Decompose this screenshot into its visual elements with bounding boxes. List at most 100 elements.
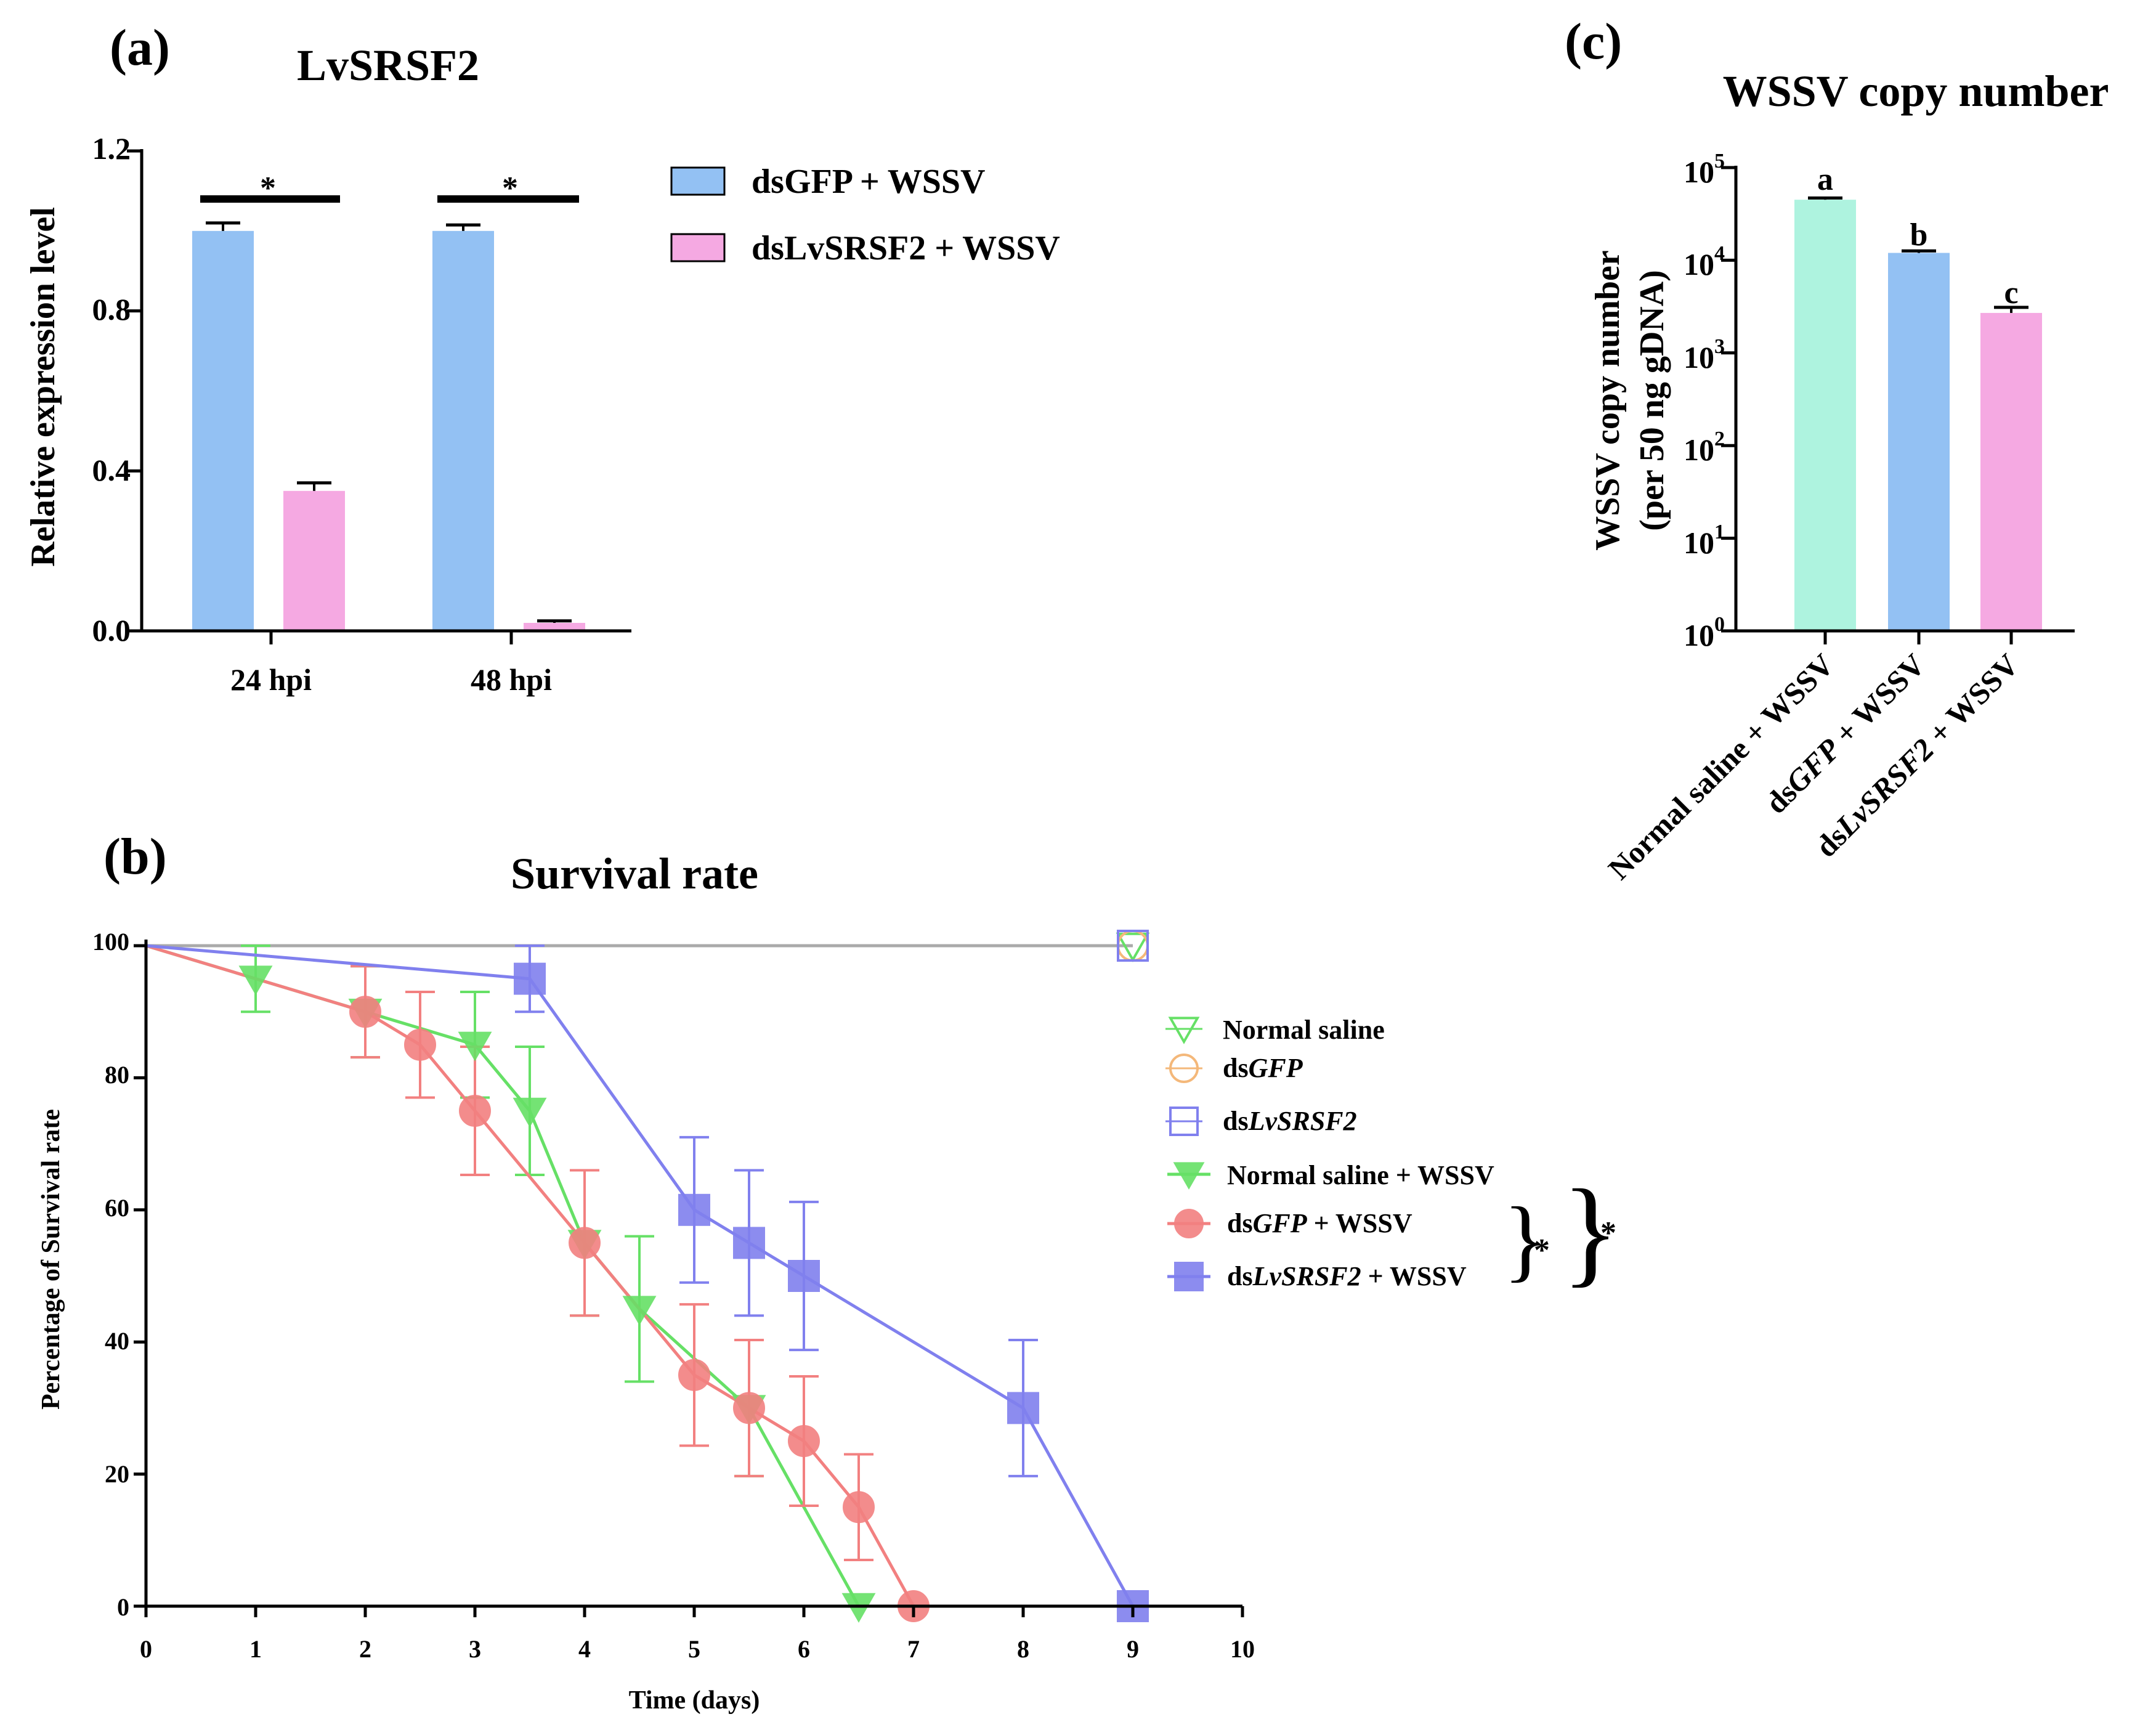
panel-c-bars — [1794, 196, 2042, 631]
panel-c-axes — [1721, 166, 2075, 644]
panel-a-label: (a) — [110, 19, 170, 76]
panel-b-xtick-label: 8 — [1017, 1635, 1029, 1663]
panel-b: (b) Survival rate Percentage of Survival… — [37, 828, 1619, 1715]
series-point — [733, 1392, 765, 1424]
legend-label-normal-saline: Normal saline — [1223, 1015, 1385, 1045]
panel-a-sig-mark: * — [260, 171, 276, 206]
panel-c-ytick-label: 102 — [1684, 428, 1725, 467]
panel-a-bar — [192, 230, 254, 631]
legend-brace-outer-sig: * — [1600, 1216, 1616, 1251]
series-point — [1007, 1392, 1039, 1424]
panel-b-title: Survival rate — [511, 849, 758, 898]
panel-c-title: WSSV copy number — [1723, 67, 2109, 116]
panel-a-xtick-label: 48 hpi — [471, 662, 552, 697]
panel-c-ytick-label: 100 — [1684, 613, 1725, 652]
series-point — [458, 1031, 492, 1062]
series-point — [569, 1227, 601, 1259]
panel-c-y-axis-title-line2: (per 50 ng gDNA) — [1633, 270, 1671, 531]
series-point — [514, 962, 546, 995]
legend-label-dslvsrsf2-wssv: dsLvSRSF2 + WSSV — [752, 229, 1060, 267]
panel-b-ytick-label: 20 — [105, 1460, 129, 1488]
panel-b-ytick-label: 40 — [105, 1327, 129, 1355]
panel-a-ytick-label: 1.2 — [92, 131, 131, 166]
panel-b-xtick-label: 10 — [1230, 1635, 1255, 1663]
panel-b-xtick-label: 5 — [688, 1635, 700, 1663]
legend-label-dsgfp-wssv: dsGFP + WSSV — [752, 163, 985, 201]
legend-brace-outer: } — [1562, 1165, 1619, 1298]
panel-a-sig-mark: * — [502, 171, 518, 206]
panel-c-bar — [1980, 312, 2042, 631]
panel-b-xtick-label: 1 — [249, 1635, 262, 1663]
panel-b-xtick-label: 3 — [469, 1635, 481, 1663]
series-point — [843, 1491, 875, 1524]
panel-c-xtick-label: dsGFP + WSSV — [1759, 647, 1932, 820]
legend-marker — [1174, 1209, 1204, 1238]
panel-c-letter: a — [1817, 162, 1833, 197]
panel-b-legend-markers — [1165, 1017, 1210, 1291]
panel-b-ytick-label: 100 — [92, 928, 129, 956]
panel-b-x-axis-title: Time (days) — [629, 1686, 760, 1715]
legend-marker — [1169, 1054, 1199, 1083]
panel-b-ytick-label: 0 — [117, 1593, 129, 1621]
legend-label-normal-saline-wssv: Normal saline + WSSV — [1227, 1160, 1494, 1190]
panel-b-xtick-label: 2 — [359, 1635, 371, 1663]
series-point — [1116, 932, 1150, 962]
panel-b-xtick-label: 0 — [140, 1635, 152, 1663]
panel-b-axes — [134, 940, 1244, 1617]
series-point — [238, 965, 273, 996]
series-point — [788, 1425, 820, 1457]
panel-b-xtick-label: 6 — [798, 1635, 810, 1663]
legend-swatch-dsgfp-wssv — [670, 166, 726, 196]
panel-a-bar — [432, 230, 494, 631]
panel-b-y-tick-labels: 0 20 40 60 80 100 — [92, 928, 129, 1621]
panel-c-ytick-label: 105 — [1684, 150, 1725, 189]
panel-a-ytick-label: 0.0 — [92, 613, 131, 648]
legend-label-dsgfp-wssv: dsGFP + WSSV — [1227, 1208, 1412, 1238]
panel-a-significance: * * — [260, 171, 518, 206]
legend-marker — [1169, 1107, 1199, 1136]
panel-a-y-tick-labels: 0.0 0.4 0.8 1.2 — [92, 131, 131, 648]
legend-swatch-dslvsrsf2-wssv — [670, 233, 726, 262]
panel-c-significance-letters: a b c — [1817, 162, 2019, 311]
panel-c-x-tick-labels: Normal saline + WSSV dsGFP + WSSV dsLvSR… — [1602, 647, 2025, 886]
panel-b-xtick-label: 9 — [1127, 1635, 1139, 1663]
panel-c-label: (c) — [1565, 13, 1622, 70]
panel-b-ytick-label: 80 — [105, 1061, 129, 1089]
panel-a: (a) LvSRSF2 Relative expression level 0.… — [24, 19, 1060, 697]
panel-b-x-tick-labels: 0 1 2 3 4 5 6 7 8 9 10 — [140, 1635, 1255, 1663]
panel-b-xtick-label: 7 — [907, 1635, 920, 1663]
series-point — [733, 1227, 765, 1259]
panel-a-bars — [192, 221, 585, 631]
panel-a-axes — [127, 149, 631, 644]
panel-c-bar — [1888, 253, 1950, 631]
panel-a-xtick-label: 24 hpi — [230, 662, 312, 697]
legend-marker — [1173, 1162, 1205, 1190]
series-point — [1117, 930, 1149, 962]
series-point — [678, 1193, 710, 1226]
panel-c-ytick-label: 103 — [1684, 335, 1725, 375]
panel-c-y-axis-title-line1: WSSV copy number — [1589, 250, 1627, 551]
panel-c-bar — [1794, 200, 1856, 631]
panel-a-bar — [283, 490, 345, 631]
legend-marker — [1174, 1262, 1204, 1291]
series-point — [622, 1296, 657, 1326]
panel-b-y-axis-title: Percentage of Survival rate — [37, 1109, 65, 1410]
panel-a-legend: dsGFP + WSSV dsLvSRSF2 + WSSV — [670, 163, 1060, 267]
panel-a-y-axis-title: Relative expression level — [24, 207, 62, 567]
series-point — [459, 1095, 491, 1127]
panel-c-letter: c — [2004, 275, 2018, 311]
panel-b-xtick-label: 4 — [578, 1635, 591, 1663]
legend-label-dsgfp: dsGFP — [1223, 1053, 1303, 1083]
series-point — [513, 1097, 547, 1127]
legend-label-dslvsrsf2-wssv: dsLvSRSF2 + WSSV — [1227, 1261, 1467, 1291]
panel-a-title: LvSRSF2 — [297, 41, 479, 90]
legend-brace-inner: } — [1503, 1188, 1547, 1291]
panel-b-label: (b) — [103, 828, 167, 885]
panel-c-letter: b — [1910, 217, 1928, 253]
panel-c: (c) WSSV copy number WSSV copy number (p… — [1565, 13, 2109, 886]
panel-c-y-tick-labels: 100 101 102 103 104 105 — [1684, 150, 1725, 652]
series-point — [788, 1260, 820, 1292]
panel-b-plot-area — [145, 930, 1150, 1623]
legend-marker — [1168, 1017, 1200, 1044]
